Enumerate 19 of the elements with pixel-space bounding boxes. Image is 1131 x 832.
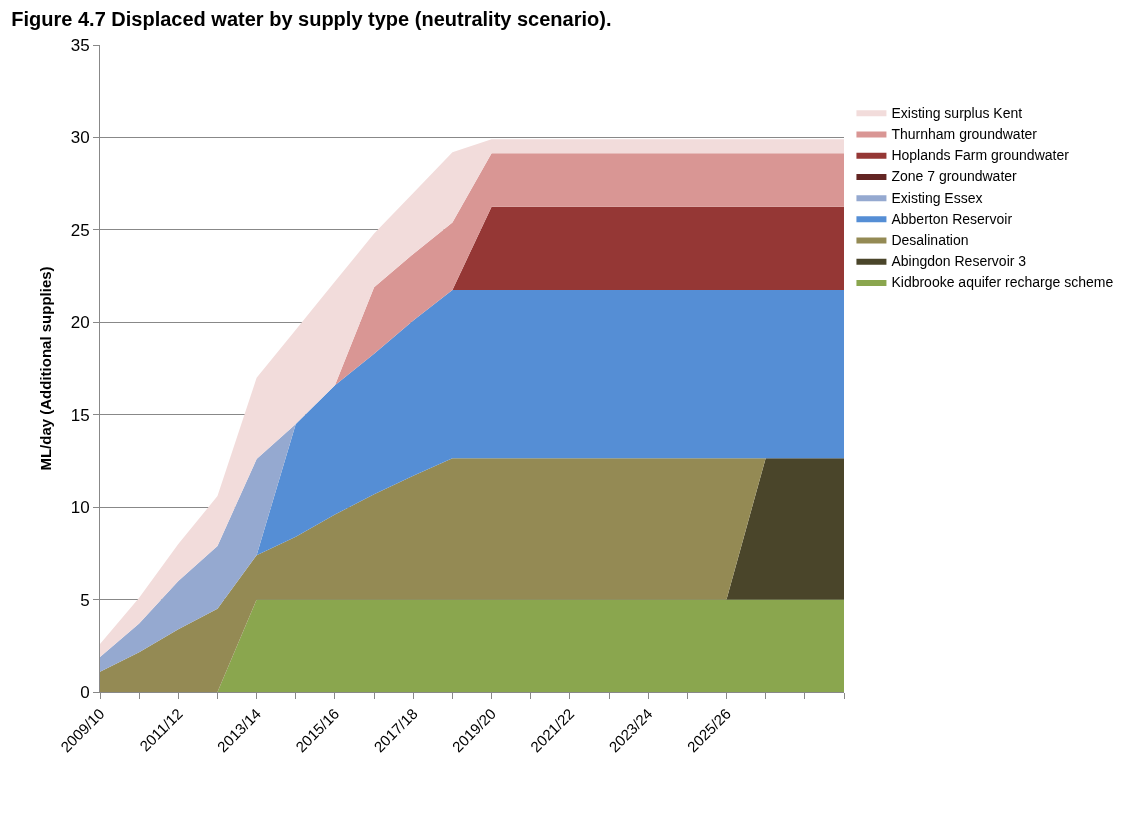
legend-label: Desalination: [891, 232, 969, 249]
y-tick-label: 10: [70, 498, 90, 518]
y-tick-label: 15: [70, 405, 90, 425]
legend-label: Zone 7 groundwater: [891, 168, 1018, 185]
y-tick-label: 30: [70, 128, 90, 148]
legend-label: Abberton Reservoir: [891, 210, 1013, 227]
legend-label: Hoplands Farm groundwater: [891, 147, 1070, 164]
legend-label: Kidbrooke aquifer recharge scheme: [891, 274, 1114, 291]
legend-label: Abingdon Reservoir 3: [891, 253, 1027, 270]
y-tick-label: 0: [80, 682, 90, 702]
chart-title: Figure 4.7 Displaced water by supply type (neutrality scenario).: [11, 8, 612, 31]
y-tick-label: 5: [80, 590, 90, 610]
y-tick-label: 35: [70, 35, 90, 55]
legend-label: Thurnham groundwater: [891, 126, 1038, 143]
y-axis-title: ML/day (Additional supplies): [36, 266, 54, 471]
legend-label: Existing Essex: [891, 189, 983, 206]
legend-label: Existing surplus Kent: [891, 104, 1023, 121]
y-tick-label: 20: [70, 313, 90, 333]
y-tick-label: 25: [70, 220, 90, 240]
